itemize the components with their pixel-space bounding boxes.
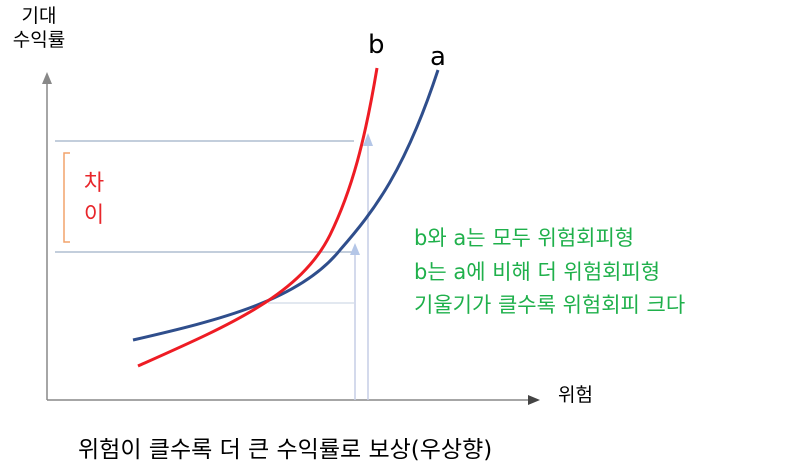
curve-b xyxy=(137,67,379,368)
difference-bracket xyxy=(63,152,70,243)
vertical-guide-b-arrow xyxy=(363,133,373,146)
y-axis-label-line1: 기대 xyxy=(21,5,57,27)
note-b-more-risk-averse: b는 a에 비해 더 위험회피형 xyxy=(414,260,661,284)
caption: 위험이 클수록 더 큰 수익률로 보상(우상향) xyxy=(78,437,493,463)
curve-a-label: a xyxy=(430,42,446,72)
vertical-guide-a-arrow xyxy=(350,243,360,255)
x-axis-label: 위험 xyxy=(558,384,593,406)
x-axis-arrow xyxy=(528,395,540,405)
note-both-risk-averse: b와 a는 모두 위험회피형 xyxy=(414,226,635,250)
y-axis-label: 기대 수익률 xyxy=(8,4,70,52)
curve-b-label: b xyxy=(368,30,385,60)
y-axis-arrow xyxy=(42,72,52,84)
y-axis-label-line2: 수익률 xyxy=(12,29,66,51)
curve-a xyxy=(132,69,440,342)
note-slope-risk-aversion: 기울기가 클수록 위험회피 크다 xyxy=(414,293,686,317)
difference-char-2: 이 xyxy=(83,203,105,228)
difference-label: 차 이 xyxy=(82,168,106,232)
difference-char-1: 차 xyxy=(83,171,105,196)
